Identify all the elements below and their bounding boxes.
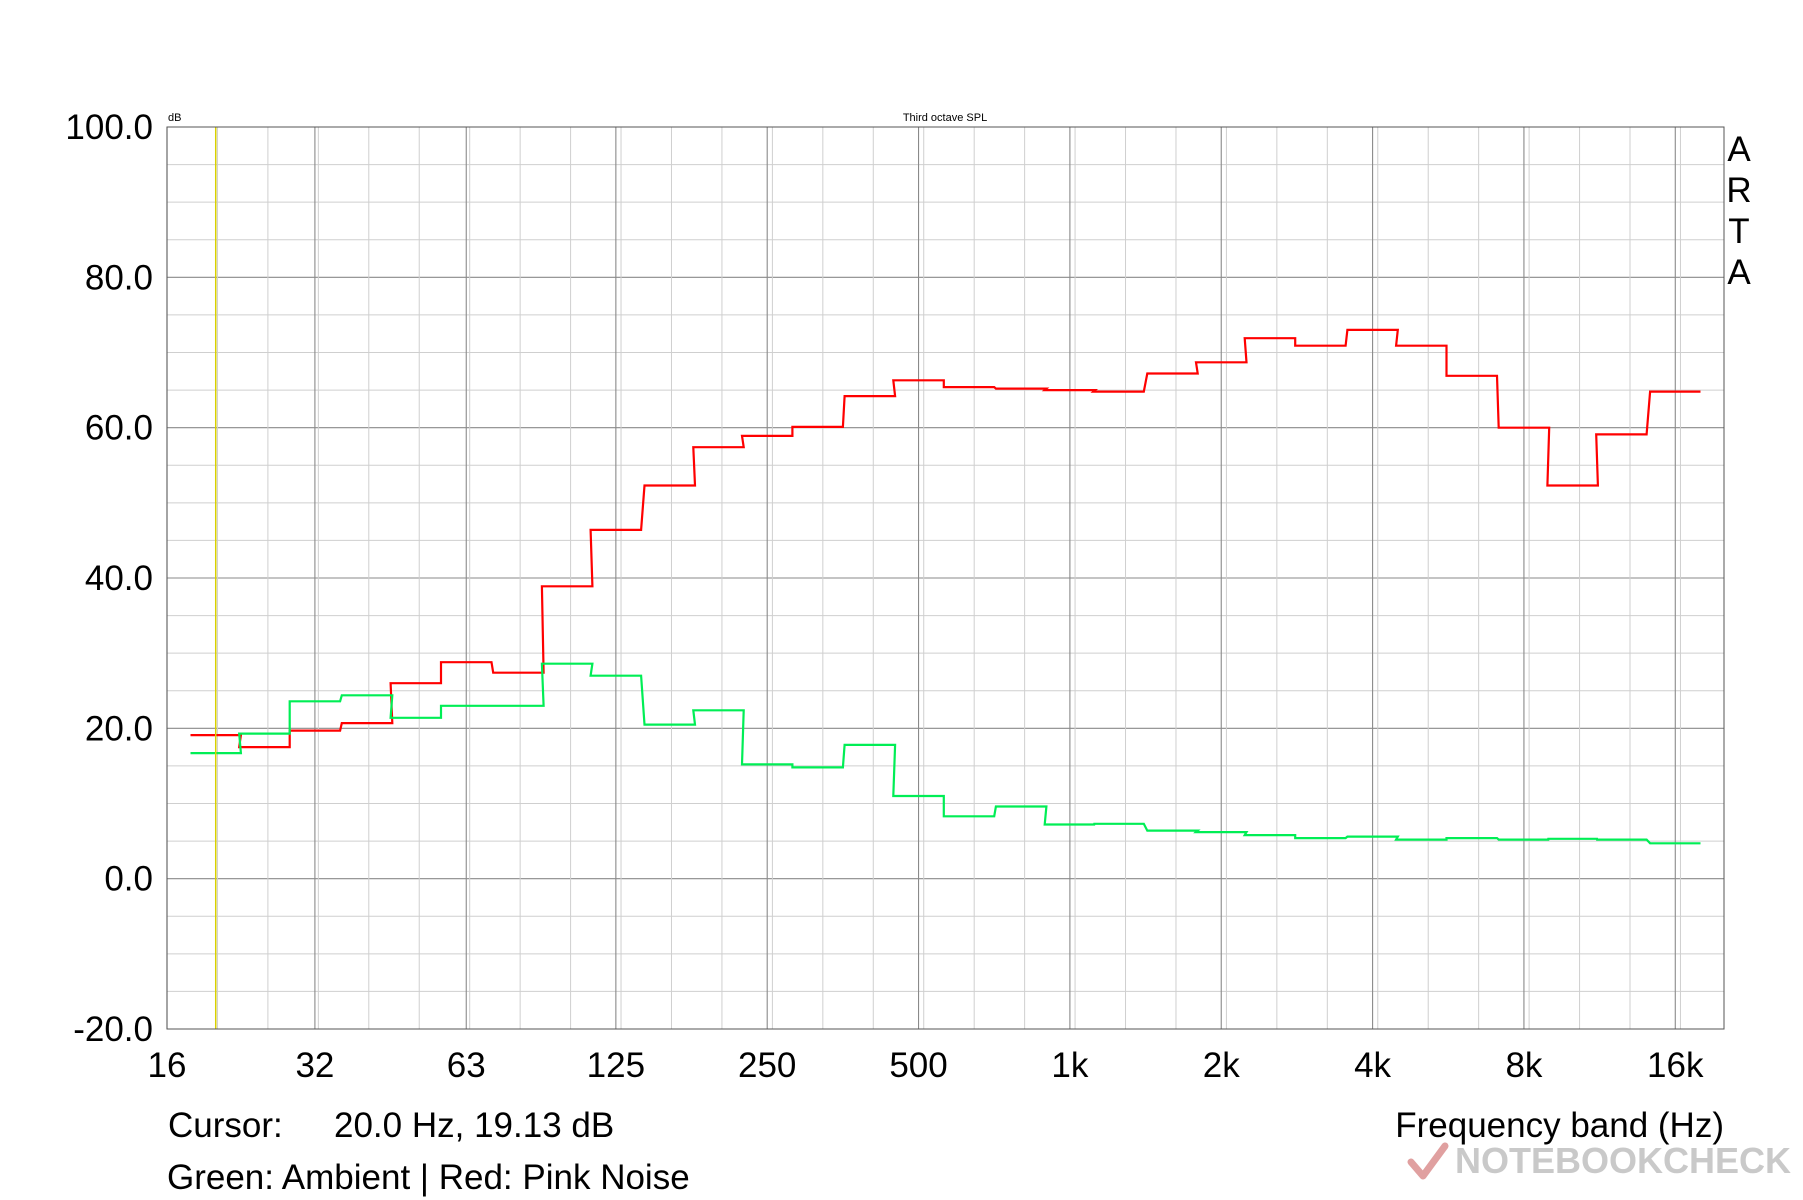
series-line-pink-noise	[190, 328, 1701, 749]
plot-frame	[166, 126, 1725, 1030]
y-tick-label: 0.0	[104, 860, 153, 899]
x-tick-label: 63	[447, 1046, 486, 1085]
x-tick-label: 500	[889, 1046, 947, 1085]
chart-series-layer	[190, 328, 1701, 845]
y-tick-label: 100.0	[65, 108, 153, 147]
x-axis-title: Frequency band (Hz)	[1395, 1106, 1724, 1145]
notebookcheck-check-icon	[1407, 1142, 1449, 1180]
x-axis-tick-labels: 16 32 63 125 250 500 1k 2k 4k 8k 16k	[148, 1046, 1704, 1085]
x-tick-label: 250	[738, 1046, 796, 1085]
cursor-label: Cursor:	[168, 1106, 283, 1145]
x-tick-label: 2k	[1203, 1046, 1240, 1085]
x-tick-label: 16	[148, 1046, 187, 1085]
arta-letter: R	[1726, 171, 1751, 210]
arta-letter: A	[1727, 253, 1751, 292]
x-tick-label: 32	[295, 1046, 334, 1085]
arta-letter: A	[1727, 130, 1751, 169]
y-tick-label: 60.0	[85, 409, 153, 448]
x-tick-label: 125	[587, 1046, 645, 1085]
chart-title: Third octave SPL	[903, 112, 987, 124]
x-tick-label: 8k	[1505, 1046, 1542, 1085]
y-tick-label: 20.0	[85, 709, 153, 748]
watermark-text: NOTEBOOKCHECK	[1454, 1140, 1791, 1181]
y-axis-unit-label: dB	[168, 112, 181, 124]
y-axis-tick-labels: 100.0 80.0 60.0 40.0 20.0 0.0 -20.0	[65, 108, 153, 1049]
x-tick-label: 16k	[1647, 1046, 1704, 1085]
notebookcheck-watermark: NOTEBOOKCHECK	[1407, 1140, 1791, 1182]
chart-grid	[166, 126, 1724, 1030]
y-tick-label: 40.0	[85, 559, 153, 598]
cursor-readout: 20.0 Hz, 19.13 dB	[334, 1106, 615, 1145]
x-tick-label: 4k	[1354, 1046, 1391, 1085]
series-line-ambient	[190, 662, 1701, 845]
y-tick-label: 80.0	[85, 258, 153, 297]
arta-letter: T	[1728, 212, 1749, 251]
y-tick-label: -20.0	[73, 1010, 153, 1049]
legend-text: Green: Ambient | Red: Pink Noise	[167, 1158, 690, 1197]
x-tick-label: 1k	[1051, 1046, 1088, 1085]
